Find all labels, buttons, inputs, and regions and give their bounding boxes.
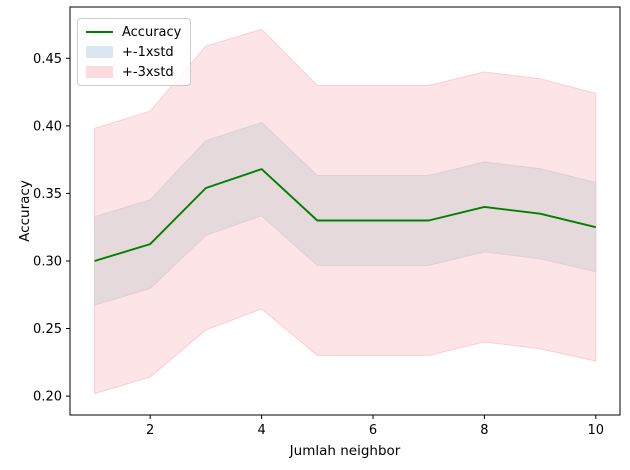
y-axis-label: Accuracy [17,180,33,242]
std1-band-swatch-icon [86,46,113,58]
legend-label-accuracy: Accuracy [122,24,182,40]
x-tick-label: 4 [257,423,265,438]
x-axis-label: Jumlah neighbor [289,443,401,459]
legend-label-3xstd: +-3xstd [122,64,174,80]
legend: Accuracy +-1xstd +-3xstd [77,18,192,86]
accuracy-line [94,168,597,262]
accuracy-line-swatch-icon [86,30,113,34]
legend-item-accuracy: Accuracy [86,22,181,42]
x-tick-label: 8 [480,423,488,438]
legend-item-3xstd: +-3xstd [86,62,181,82]
x-tick-label: 10 [588,423,605,438]
y-tick-label: 0.35 [33,187,62,202]
y-tick-label: 0.25 [33,322,62,337]
y-tick-label: 0.40 [33,119,62,134]
y-tick-label: 0.20 [33,390,62,405]
x-tick-label: 2 [146,423,154,438]
plot-border [69,6,621,416]
y-tick-label: 0.30 [33,255,62,270]
y-tick-label: 0.45 [33,52,62,67]
std1-band [94,122,597,306]
legend-label-1xstd: +-1xstd [122,44,174,60]
legend-item-1xstd: +-1xstd [86,42,181,62]
x-tick-label: 6 [369,423,377,438]
std3-band-swatch-icon [86,66,113,78]
